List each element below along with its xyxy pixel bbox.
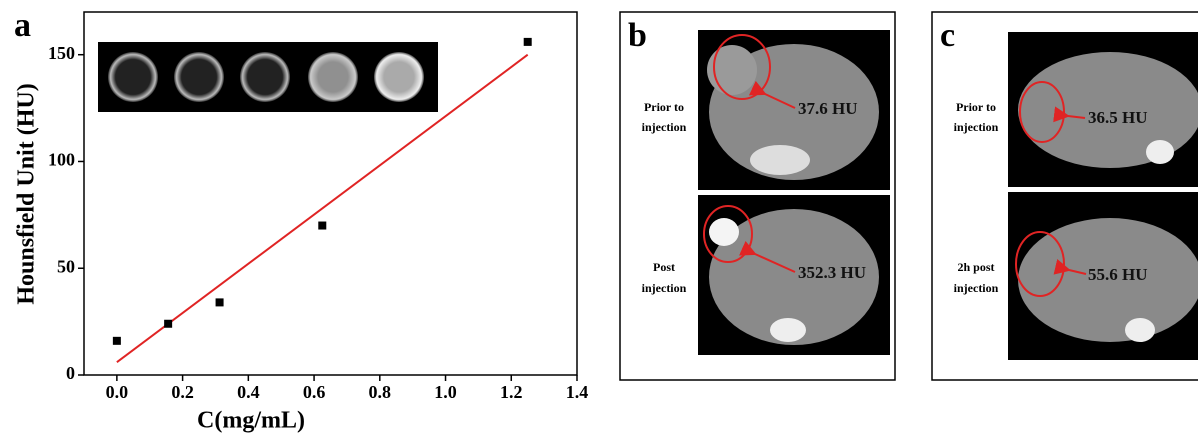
plot-frame	[83, 11, 578, 376]
panel-b: b Prior to injection Post injection 37.6…	[619, 11, 896, 381]
panel-label: a	[14, 7, 31, 44]
caption: injection	[642, 281, 687, 295]
data-point	[112, 336, 121, 345]
y-tick-label: 50	[57, 256, 75, 276]
x-tick-label: 0.4	[237, 382, 260, 402]
caption: Prior to	[644, 100, 684, 114]
x-tick-label: 0.0	[106, 382, 129, 402]
caption: 2h post	[957, 260, 994, 274]
panel-label: c	[940, 17, 955, 54]
caption: injection	[642, 120, 687, 134]
data-point	[164, 319, 173, 328]
x-tick-label: 0.6	[303, 382, 326, 402]
data-point	[215, 298, 224, 307]
y-tick-label: 150	[48, 43, 75, 63]
annotation: 36.5 HU	[1088, 108, 1148, 127]
x-tick-label: 0.2	[171, 382, 194, 402]
y-tick-label: 100	[48, 150, 75, 170]
x-tick-label: 1.2	[500, 382, 523, 402]
annotation: 352.3 HU	[798, 263, 866, 282]
panel-c: c Prior to injection 2h post injection 3…	[931, 11, 1198, 381]
caption: injection	[954, 281, 999, 295]
y-axis-label: Hounsfield Unit (HU)	[14, 83, 40, 304]
caption: Prior to	[956, 100, 996, 114]
data-point	[523, 37, 532, 46]
x-tick-label: 0.8	[369, 382, 392, 402]
annotation: 55.6 HU	[1088, 265, 1148, 284]
data-point	[318, 221, 327, 230]
caption: injection	[954, 120, 999, 134]
caption: Post	[653, 260, 675, 274]
panel-label: b	[628, 17, 647, 54]
x-axis-label: C(mg/mL)	[197, 408, 305, 434]
x-tick-label: 1.4	[566, 382, 589, 402]
inset-image	[98, 42, 438, 112]
x-tick-label: 1.0	[434, 382, 457, 402]
fit-line	[116, 53, 529, 363]
y-tick-label: 0	[66, 363, 75, 383]
annotation: 37.6 HU	[798, 99, 858, 118]
